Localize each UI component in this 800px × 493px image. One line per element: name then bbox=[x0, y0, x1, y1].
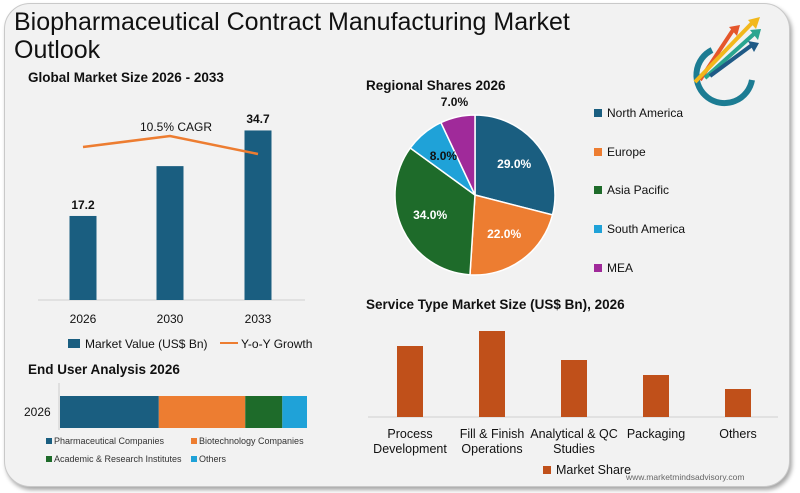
bar-2033 bbox=[244, 130, 272, 300]
x-tick-label: 2030 bbox=[156, 312, 184, 326]
label-line: Fill & Finish bbox=[459, 427, 525, 441]
bar-2026 bbox=[69, 215, 97, 300]
pie-slice-europe bbox=[469, 194, 554, 276]
legend-yoy-growth: Y-o-Y Growth bbox=[220, 337, 312, 351]
legend-line bbox=[220, 342, 238, 344]
pie-legend-item: South America bbox=[594, 222, 685, 236]
bar-2030 bbox=[156, 166, 184, 300]
colored-arrows-logo-icon bbox=[693, 17, 761, 107]
pie-data-label: 22.0% bbox=[487, 227, 522, 242]
data-label: 17.2 bbox=[71, 197, 95, 212]
service-bar bbox=[643, 375, 669, 417]
regional-shares-title: Regional Shares 2026 bbox=[366, 78, 506, 93]
segment-others bbox=[282, 396, 307, 428]
service-category-label: Others bbox=[688, 427, 788, 442]
pie-data-label: 29.0% bbox=[497, 156, 532, 171]
legend-swatch bbox=[594, 264, 602, 272]
legend-market-share: Market Share bbox=[543, 463, 631, 477]
legend-swatch bbox=[46, 456, 52, 462]
market-size-title: Global Market Size 2026 - 2033 bbox=[28, 70, 224, 85]
x-tick-label: 2033 bbox=[244, 312, 272, 326]
pie-data-label: 8.0% bbox=[429, 148, 458, 163]
legend-swatch bbox=[594, 225, 602, 233]
segment-pharmaceutical-companies bbox=[60, 396, 159, 428]
service-category-label: Process Development bbox=[360, 427, 460, 457]
legend-swatch bbox=[594, 186, 602, 194]
pie-legend-item: Asia Pacific bbox=[594, 183, 669, 197]
pie-legend-item: Europe bbox=[594, 145, 646, 159]
pie-slice-mea bbox=[439, 114, 476, 196]
footer-url: www.marketmindsadvisory.com bbox=[626, 472, 745, 482]
service-category-label: Packaging bbox=[606, 427, 706, 442]
legend-swatch bbox=[68, 339, 80, 348]
pie-data-label: 7.0% bbox=[440, 95, 469, 110]
label-line: Development bbox=[373, 442, 447, 456]
legend-swatch bbox=[191, 456, 197, 462]
page-title: Biopharmaceutical Contract Manufacturing… bbox=[14, 8, 570, 64]
end-user-legend-item: Pharmaceutical Companies bbox=[46, 436, 164, 446]
pie-slice-north-america bbox=[474, 114, 556, 216]
label-line: Others bbox=[719, 427, 757, 441]
legend-swatch bbox=[594, 148, 602, 156]
legend-swatch bbox=[594, 109, 602, 117]
yoy-growth-line bbox=[82, 134, 259, 156]
label-line: Operations bbox=[461, 442, 523, 456]
service-type-title: Service Type Market Size (US$ Bn), 2026 bbox=[366, 297, 625, 312]
service-bar bbox=[561, 360, 587, 417]
service-category-label: Fill & Finish Operations bbox=[442, 427, 542, 457]
service-bar bbox=[397, 346, 423, 417]
label-line: Analytical & QC bbox=[530, 427, 618, 441]
segment-academic-research-institutes bbox=[245, 396, 283, 428]
end-user-legend-item: Others bbox=[191, 454, 226, 464]
legend-swatch bbox=[46, 438, 52, 444]
legend-swatch bbox=[543, 466, 551, 474]
segment-biotechnology-companies bbox=[158, 396, 246, 428]
service-bar bbox=[479, 331, 505, 417]
end-user-category: 2026 bbox=[24, 405, 51, 419]
label-line: Process bbox=[387, 427, 433, 441]
label-line: Studies bbox=[553, 442, 595, 456]
label-line: Packaging bbox=[626, 427, 686, 441]
cagr-annotation: 10.5% CAGR bbox=[140, 120, 213, 134]
end-user-legend-item: Biotechnology Companies bbox=[191, 436, 304, 446]
legend-market-value: Market Value (US$ Bn) bbox=[68, 337, 208, 351]
end-user-title: End User Analysis 2026 bbox=[28, 362, 180, 377]
end-user-legend-item: Academic & Research Institutes bbox=[46, 454, 182, 464]
pie-legend-item: North America bbox=[594, 106, 683, 120]
pie-slice-asia-pacific bbox=[394, 146, 476, 276]
pie-legend-item: MEA bbox=[594, 261, 633, 275]
legend-swatch bbox=[191, 438, 197, 444]
x-tick-label: 2026 bbox=[69, 312, 97, 326]
service-category-label: Analytical & QC Studies bbox=[524, 427, 624, 457]
service-bar bbox=[725, 389, 751, 417]
pie-data-label: 34.0% bbox=[413, 208, 448, 223]
data-label: 34.7 bbox=[246, 112, 270, 127]
